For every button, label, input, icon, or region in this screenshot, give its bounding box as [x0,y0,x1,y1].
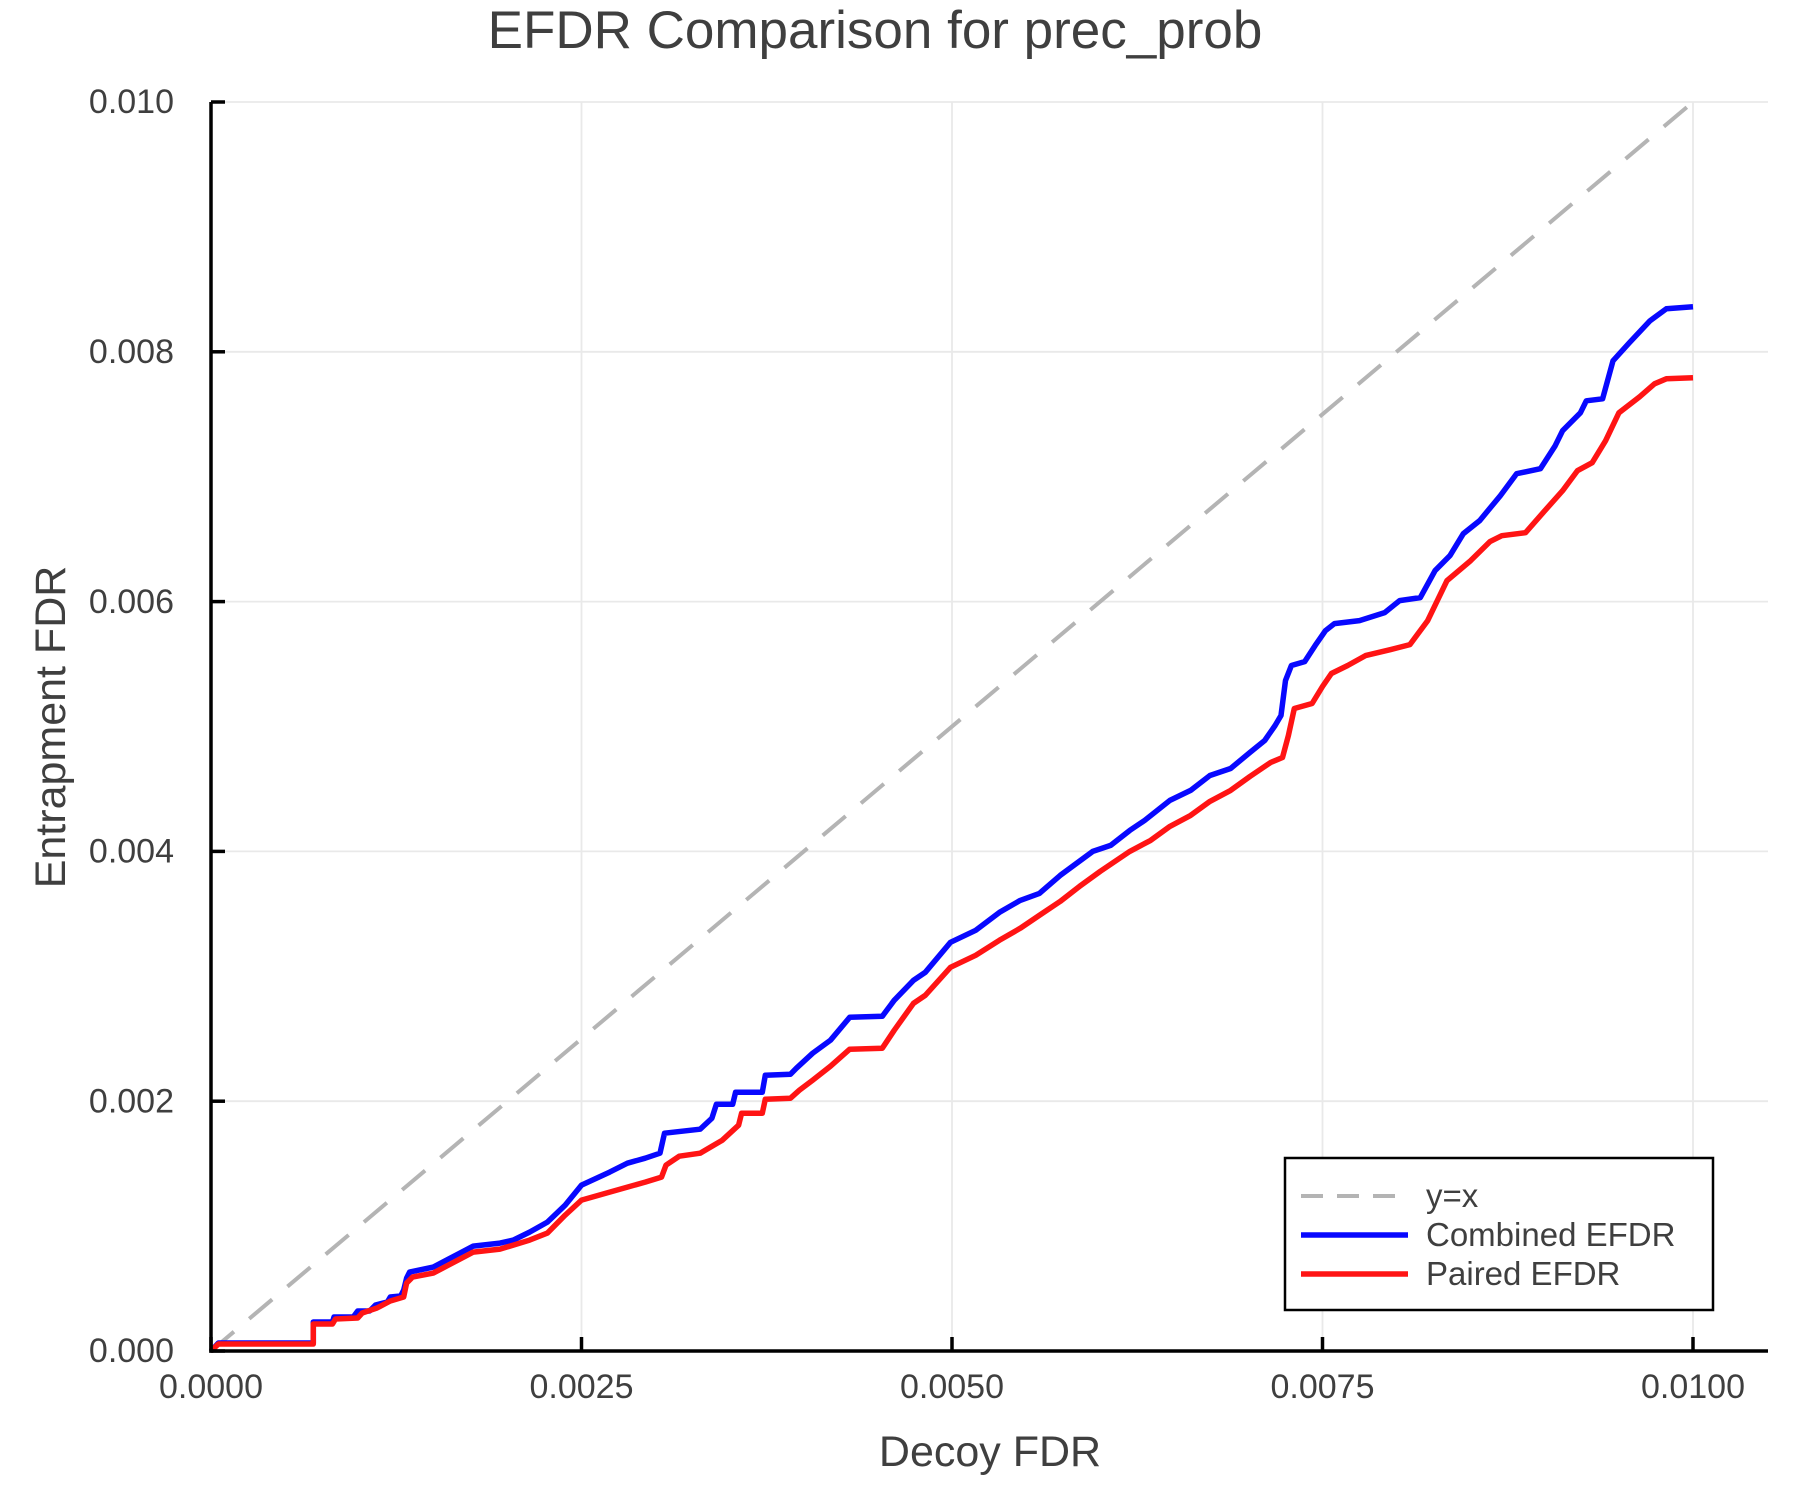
plot-area [211,102,1768,1351]
tick-labels: 0.0000 0.0025 0.0050 0.0075 0.0100 0.000 0.002… [89,83,1745,1406]
y-tick-label: 0.008 [89,333,174,371]
legend-label-paired-efdr: Paired EFDR [1426,1255,1620,1292]
paired-efdr-curve [209,375,1694,1353]
y-axis-label: Entrapment FDR [27,566,75,889]
data-series [208,100,1695,1353]
y-tick-label: 0.006 [89,583,174,621]
y-tick-label: 0.002 [89,1082,174,1120]
chart-title: EFDR Comparison for prec_prob [488,1,1263,60]
y-tick-label: 0.004 [89,833,174,871]
combined-efdr-curve [208,304,1694,1353]
x-tick-label: 0.0025 [530,1368,634,1406]
x-tick-label: 0.0100 [1641,1368,1745,1406]
legend: y=x Combined EFDR Paired EFDR [1283,1156,1715,1312]
x-axis-label: Decoy FDR [879,1428,1101,1476]
legend-label-combined-efdr: Combined EFDR [1426,1216,1675,1253]
y-tick-label: 0.010 [89,83,174,121]
x-tick-label: 0.0050 [900,1368,1004,1406]
y-tick-label: 0.000 [89,1332,174,1370]
x-tick-label: 0.0000 [159,1368,263,1406]
diagonal-reference-line [209,100,1695,1353]
axis-ticks [209,100,1695,1353]
legend-label-yx: y=x [1426,1177,1479,1214]
x-tick-label: 0.0075 [1271,1368,1375,1406]
